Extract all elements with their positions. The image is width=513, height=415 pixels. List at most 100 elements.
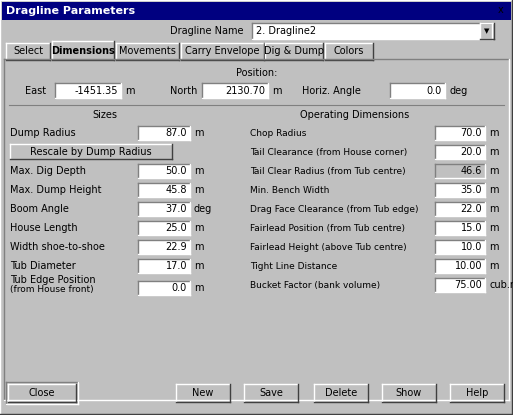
Text: m: m <box>489 128 499 138</box>
Text: Tight Line Distance: Tight Line Distance <box>250 261 337 271</box>
Text: Boom Angle: Boom Angle <box>10 204 69 214</box>
Text: Dragline Name: Dragline Name <box>170 26 244 36</box>
Text: m: m <box>194 185 204 195</box>
Text: 45.8: 45.8 <box>166 185 187 195</box>
Text: 35.0: 35.0 <box>461 185 482 195</box>
Text: 17.0: 17.0 <box>166 261 187 271</box>
Text: x: x <box>498 5 504 15</box>
Bar <box>138 281 190 295</box>
Bar <box>138 259 190 273</box>
Text: m: m <box>489 166 499 176</box>
Text: Max. Dig Depth: Max. Dig Depth <box>10 166 86 176</box>
Text: m: m <box>489 242 499 252</box>
Bar <box>480 23 494 39</box>
Text: 75.00: 75.00 <box>454 280 482 290</box>
Bar <box>2 42 511 61</box>
Text: Colors: Colors <box>334 46 364 56</box>
Text: 22.9: 22.9 <box>165 242 187 252</box>
Text: Max. Dump Height: Max. Dump Height <box>10 185 102 195</box>
Bar <box>52 41 114 60</box>
Bar <box>493 3 509 17</box>
Bar <box>325 43 373 60</box>
Bar <box>138 240 190 254</box>
Text: Drag Face Clearance (from Tub edge): Drag Face Clearance (from Tub edge) <box>250 205 419 213</box>
Text: m: m <box>194 283 204 293</box>
Text: Delete: Delete <box>325 388 357 398</box>
Text: Fairlead Position (from Tub centre): Fairlead Position (from Tub centre) <box>250 224 405 232</box>
Text: Select: Select <box>13 46 43 56</box>
Bar <box>6 43 50 60</box>
Bar <box>435 202 485 216</box>
Bar <box>435 145 485 159</box>
Text: 25.0: 25.0 <box>165 223 187 233</box>
Text: Operating Dimensions: Operating Dimensions <box>301 110 409 120</box>
Text: cub.m: cub.m <box>489 280 513 290</box>
Text: m: m <box>194 223 204 233</box>
Text: Carry Envelope: Carry Envelope <box>185 46 260 56</box>
Text: 46.6: 46.6 <box>461 166 482 176</box>
Text: m: m <box>194 166 204 176</box>
Text: Rescale by Dump Radius: Rescale by Dump Radius <box>30 146 152 156</box>
Bar <box>4 59 509 400</box>
Text: m: m <box>489 147 499 157</box>
Bar <box>435 278 485 292</box>
Text: 0.0: 0.0 <box>427 85 442 95</box>
Bar <box>435 164 485 178</box>
Text: House Length: House Length <box>10 223 77 233</box>
Text: ▼: ▼ <box>484 28 490 34</box>
Text: Close: Close <box>29 388 55 398</box>
Text: North: North <box>170 86 198 96</box>
Text: 10.00: 10.00 <box>455 261 482 271</box>
Bar <box>244 384 298 402</box>
Text: Min. Bench Width: Min. Bench Width <box>250 186 329 195</box>
Bar <box>382 384 436 402</box>
Text: Show: Show <box>396 388 422 398</box>
Text: 0.0: 0.0 <box>172 283 187 293</box>
Text: 2. Dragline2: 2. Dragline2 <box>256 26 316 36</box>
Text: m: m <box>194 261 204 271</box>
Bar <box>435 221 485 235</box>
Text: deg: deg <box>194 204 212 214</box>
Text: m: m <box>489 204 499 214</box>
Text: Help: Help <box>466 388 488 398</box>
Text: 2130.70: 2130.70 <box>225 85 265 95</box>
Text: New: New <box>192 388 214 398</box>
Text: m: m <box>489 261 499 271</box>
Bar <box>181 43 264 60</box>
Bar <box>55 83 121 98</box>
Text: 37.0: 37.0 <box>166 204 187 214</box>
Text: Chop Radius: Chop Radius <box>250 129 306 137</box>
Bar <box>138 183 190 197</box>
Text: East: East <box>25 86 46 96</box>
Text: Tub Diameter: Tub Diameter <box>10 261 76 271</box>
Text: (from House front): (from House front) <box>10 285 94 293</box>
Bar <box>202 83 268 98</box>
Bar <box>10 144 172 159</box>
Text: 22.0: 22.0 <box>460 204 482 214</box>
Text: Tail Clearance (from House corner): Tail Clearance (from House corner) <box>250 147 407 156</box>
Text: Width shoe-to-shoe: Width shoe-to-shoe <box>10 242 105 252</box>
Text: m: m <box>272 85 282 95</box>
Bar <box>138 221 190 235</box>
Bar <box>116 43 179 60</box>
Text: 15.0: 15.0 <box>461 223 482 233</box>
Text: Dimensions: Dimensions <box>51 46 115 56</box>
Bar <box>435 240 485 254</box>
Text: Sizes: Sizes <box>92 110 117 120</box>
Bar <box>8 384 76 402</box>
Text: m: m <box>194 128 204 138</box>
Text: 87.0: 87.0 <box>166 128 187 138</box>
Bar <box>314 384 368 402</box>
Bar <box>2 20 511 42</box>
Bar <box>138 126 190 140</box>
Bar <box>450 384 504 402</box>
Text: Tail Clear Radius (from Tub centre): Tail Clear Radius (from Tub centre) <box>250 166 406 176</box>
Text: 20.0: 20.0 <box>461 147 482 157</box>
Text: Position:: Position: <box>236 68 277 78</box>
Bar <box>2 2 511 20</box>
Bar <box>435 259 485 273</box>
Bar <box>435 126 485 140</box>
Bar <box>6 382 78 404</box>
Text: Fairlead Height (above Tub centre): Fairlead Height (above Tub centre) <box>250 242 407 251</box>
Bar <box>252 23 492 39</box>
